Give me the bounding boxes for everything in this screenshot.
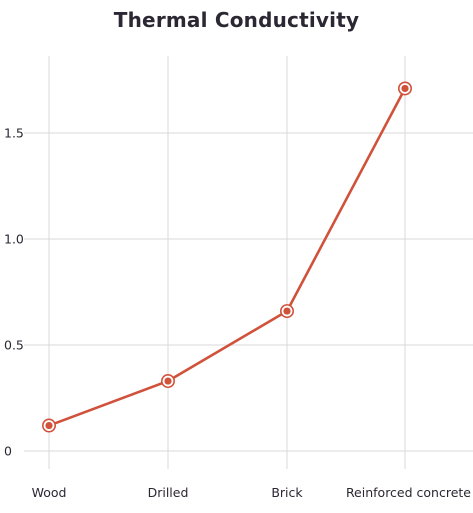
series-line	[47, 87, 407, 427]
data-point	[164, 377, 172, 385]
chart-title: Thermal Conductivity	[113, 8, 360, 32]
x-tick-label: Drilled	[148, 485, 189, 500]
x-tick-label: Reinforced concrete	[346, 485, 471, 500]
data-point	[283, 307, 291, 315]
x-tick-label: Wood	[32, 485, 67, 500]
y-tick-label: 0.5	[4, 338, 24, 353]
data-point	[45, 421, 53, 430]
y-tick-label: 1.0	[4, 232, 24, 247]
y-tick-label: 1.5	[4, 126, 24, 141]
data-point	[401, 84, 409, 93]
y-tick-label: 0	[4, 444, 12, 459]
x-tick-label: Brick	[271, 485, 303, 500]
